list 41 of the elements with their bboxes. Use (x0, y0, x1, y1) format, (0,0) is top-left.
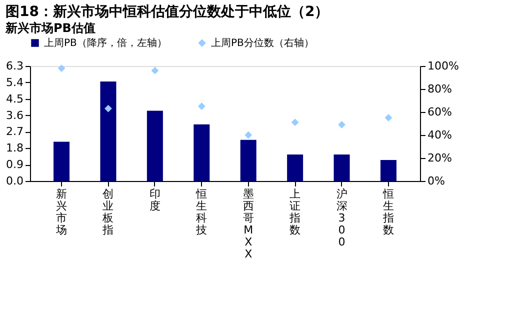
bar (334, 154, 350, 181)
x-tick-label: 恒生指数 (382, 188, 394, 236)
y-tick-label: 0.9 (6, 158, 24, 172)
point (244, 131, 252, 139)
point (198, 102, 206, 110)
x-tick-label: 墨西哥MXX (242, 188, 254, 260)
y2-tick-label: 40% (428, 128, 452, 142)
y2-tick-label: 80% (428, 82, 452, 96)
bar (240, 140, 256, 181)
point (291, 118, 299, 126)
y-tick-label: 6.3 (6, 60, 24, 72)
x-tick-label: 上证指数 (288, 188, 301, 236)
point (58, 64, 66, 72)
bar (287, 154, 304, 181)
y2-tick-label: 0% (428, 174, 445, 188)
y2-tick-label: 100% (428, 60, 459, 72)
y-tick-label: 0.0 (6, 174, 24, 188)
legend-label: 上周PB分位数（右轴） (211, 37, 314, 49)
y-tick-label: 3.6 (6, 108, 24, 122)
point (104, 104, 112, 112)
bar (380, 160, 396, 181)
y2-tick-label: 60% (428, 106, 452, 118)
y-tick-label: 5.4 (6, 76, 24, 89)
chart-subtitle: 新兴市场PB估值 (4, 21, 96, 35)
point (338, 120, 346, 128)
y-tick-label: 4.5 (6, 92, 24, 106)
bar (146, 110, 163, 181)
bar (54, 142, 70, 181)
chart-title: 图18：新兴市场中恒科估值分位数处于中低位（2） (6, 3, 329, 20)
legend-label: 上周PB（降序，倍，左轴） (44, 37, 167, 49)
point (151, 66, 159, 74)
y2-tick-label: 20% (428, 152, 452, 164)
y-tick-label: 2.7 (6, 125, 24, 138)
bar (100, 82, 116, 181)
y-tick-label: 1.8 (6, 142, 24, 155)
bar (194, 124, 210, 181)
x-tick-label: 沪深300 (336, 188, 348, 248)
x-tick-label: 创业板指 (102, 188, 114, 236)
x-tick-label: 新兴市场 (55, 188, 68, 236)
x-tick-label: 恒生科技 (195, 188, 208, 236)
x-tick-label: 印度 (149, 188, 160, 212)
